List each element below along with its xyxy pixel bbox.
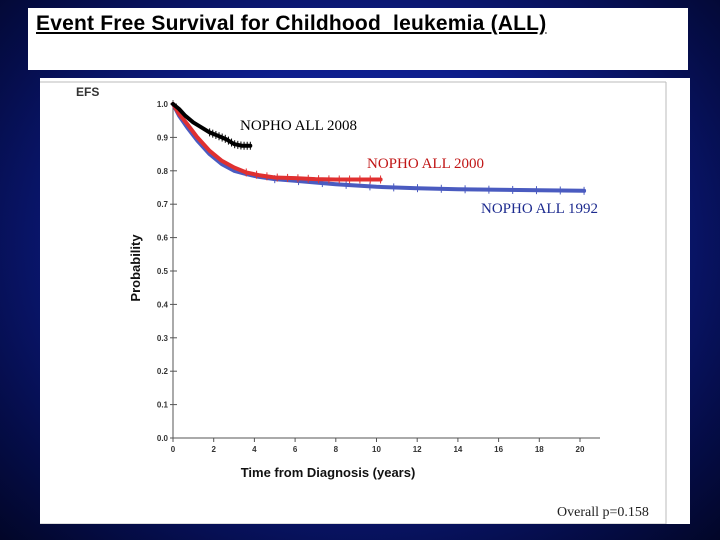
- chart-panel: EFS 0.0 0.1 0.2 0.3 0.4 0.5 0.6 0.7 0.8 0.9 1.0 0 2…: [40, 78, 690, 524]
- x-tick-label: 14: [453, 445, 462, 454]
- y-tick-label: 0.1: [157, 401, 169, 410]
- y-tick-label: 0.9: [157, 133, 169, 142]
- y-tick-label: 0.7: [157, 200, 169, 209]
- survival-curve-nopho-all-2000: [171, 102, 383, 182]
- x-tick-label: 6: [293, 445, 298, 454]
- x-tick-label: 0: [171, 445, 176, 454]
- x-ticks: 0 2 4 6 8 10 12 14 16 18 20: [171, 438, 585, 454]
- y-tick-label: 0.2: [157, 367, 169, 376]
- y-ticks: 0.0 0.1 0.2 0.3 0.4 0.5 0.6 0.7 0.8 0.9 1.0: [157, 100, 177, 443]
- y-axis-label: Probability: [128, 234, 143, 302]
- x-tick-label: 12: [413, 445, 422, 454]
- series-label-nopho-2008: NOPHO ALL 2008: [240, 118, 357, 134]
- p-value-annotation: Overall p=0.158: [557, 505, 649, 520]
- x-tick-label: 4: [252, 445, 257, 454]
- efs-chart: EFS 0.0 0.1 0.2 0.3 0.4 0.5 0.6 0.7 0.8 0.9 1.0 0 2…: [40, 81, 667, 524]
- y-tick-label: 0.4: [157, 300, 169, 309]
- x-axis-label: Time from Diagnosis (years): [241, 465, 416, 480]
- x-tick-label: 16: [494, 445, 503, 454]
- x-tick-label: 20: [576, 445, 585, 454]
- slide-title: Event Free Survival for Childhood leukem…: [36, 12, 547, 35]
- slide-title-box: Event Free Survival for Childhood leukem…: [28, 8, 688, 70]
- axes: [172, 100, 600, 439]
- chart-title: EFS: [76, 85, 99, 99]
- y-tick-label: 0.6: [157, 234, 169, 243]
- y-tick-label: 0.0: [157, 434, 169, 443]
- x-tick-label: 10: [372, 445, 381, 454]
- x-tick-label: 8: [334, 445, 339, 454]
- series-label-nopho-2000: NOPHO ALL 2000: [367, 156, 484, 172]
- x-tick-label: 18: [535, 445, 544, 454]
- y-tick-label: 0.8: [157, 167, 169, 176]
- y-tick-label: 0.5: [157, 267, 169, 276]
- series-lines: [171, 102, 587, 195]
- series-label-nopho-1992: NOPHO ALL 1992: [481, 201, 598, 217]
- x-tick-label: 2: [211, 445, 216, 454]
- y-tick-label: 1.0: [157, 100, 169, 109]
- y-tick-label: 0.3: [157, 334, 169, 343]
